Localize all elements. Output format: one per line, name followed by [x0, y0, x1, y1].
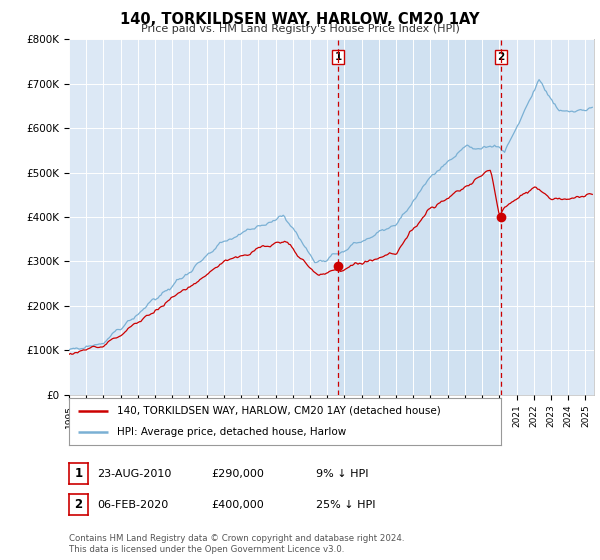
Text: HPI: Average price, detached house, Harlow: HPI: Average price, detached house, Harl…: [116, 427, 346, 437]
Text: £290,000: £290,000: [211, 469, 264, 479]
Bar: [338, 39, 501, 395]
Text: 2: 2: [74, 498, 83, 511]
Text: 9% ↓ HPI: 9% ↓ HPI: [316, 469, 368, 479]
Text: 2: 2: [497, 52, 505, 62]
Text: 1: 1: [335, 52, 342, 62]
Text: 1: 1: [74, 467, 83, 480]
Text: 140, TORKILDSEN WAY, HARLOW, CM20 1AY: 140, TORKILDSEN WAY, HARLOW, CM20 1AY: [120, 12, 480, 27]
Text: Price paid vs. HM Land Registry's House Price Index (HPI): Price paid vs. HM Land Registry's House …: [140, 24, 460, 34]
Text: 140, TORKILDSEN WAY, HARLOW, CM20 1AY (detached house): 140, TORKILDSEN WAY, HARLOW, CM20 1AY (d…: [116, 406, 440, 416]
Text: £400,000: £400,000: [211, 500, 264, 510]
Text: 23-AUG-2010: 23-AUG-2010: [97, 469, 172, 479]
Text: Contains HM Land Registry data © Crown copyright and database right 2024.
This d: Contains HM Land Registry data © Crown c…: [69, 534, 404, 554]
Text: 25% ↓ HPI: 25% ↓ HPI: [316, 500, 376, 510]
Text: 06-FEB-2020: 06-FEB-2020: [97, 500, 169, 510]
